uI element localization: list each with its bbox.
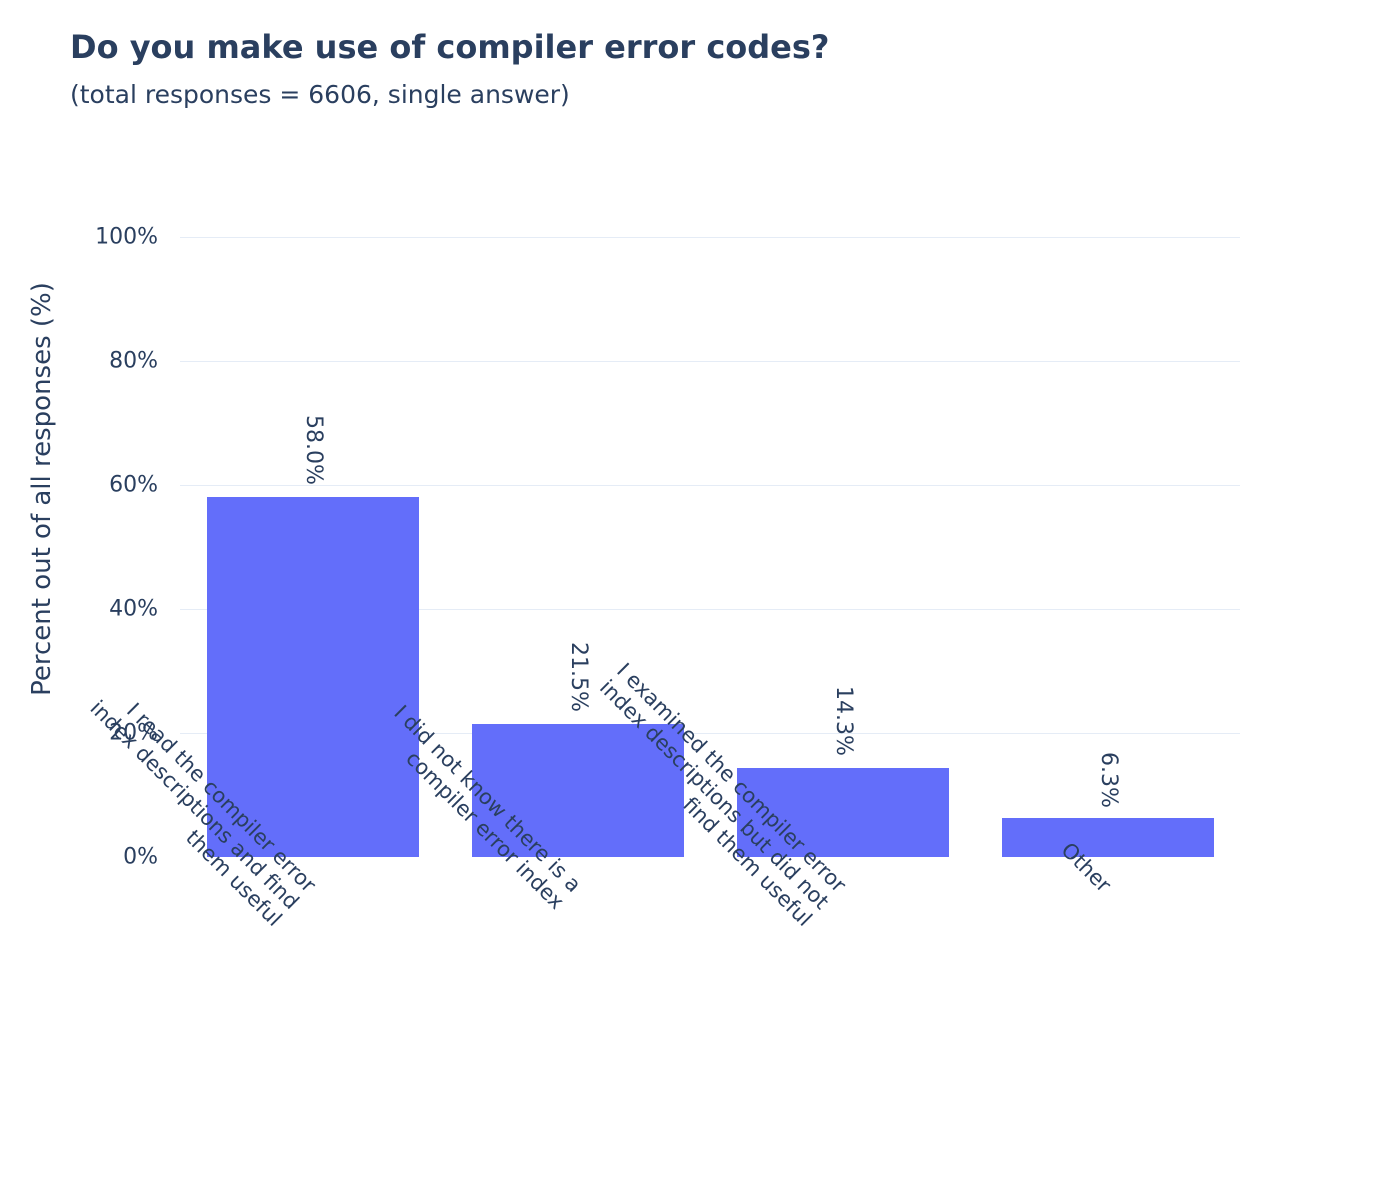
gridline [180,609,1240,610]
y-tick-label: 20% [109,720,158,746]
bar-value-label: 58.0% [300,415,326,486]
y-tick-label: 0% [123,844,158,870]
gridline [180,733,1240,734]
bar[interactable] [206,497,419,857]
chart-subtitle: (total responses = 6606, single answer) [70,80,570,109]
bar-value-label: 14.3% [830,686,856,757]
y-axis-title: Percent out of all responses (%) [27,282,57,696]
y-tick-label: 40% [109,596,158,622]
gridline [180,237,1240,238]
y-tick-label: 80% [109,348,158,374]
chart-title: Do you make use of compiler error codes? [70,28,830,66]
y-tick-label: 60% [109,472,158,498]
bar[interactable] [471,723,684,857]
gridline [180,361,1240,362]
gridline [180,485,1240,486]
bar[interactable] [736,768,949,857]
bar[interactable] [1001,817,1214,857]
y-tick-label: 100% [95,224,158,250]
plot-area: 0% 20% 40% 60% 80% 100% 58.0% 21.5% 14.3% 6.3% [95,225,1240,870]
bar-value-label: 6.3% [1095,751,1121,808]
